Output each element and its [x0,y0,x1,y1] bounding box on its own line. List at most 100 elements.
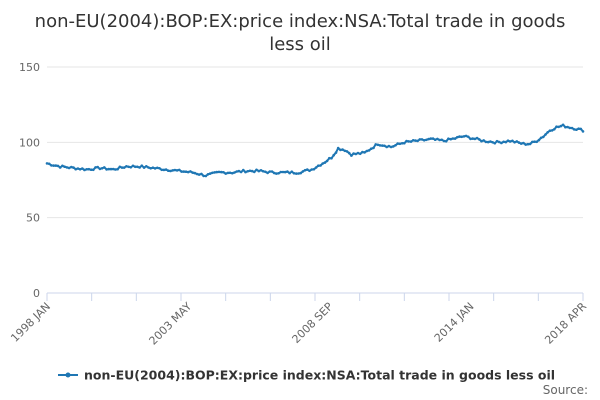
data-point-237 [568,126,572,130]
data-point-159 [396,142,400,145]
data-point-213 [515,140,519,143]
data-point-205 [497,140,501,144]
data-point-86 [235,170,238,173]
data-point-216 [522,141,525,145]
data-point-13 [74,167,77,171]
data-point-19 [87,167,91,171]
data-point-29 [109,167,113,171]
data-point-170 [420,138,424,141]
data-point-25 [100,167,104,170]
data-point-235 [564,125,567,129]
data-point-100 [266,171,269,175]
data-point-119 [308,169,311,173]
data-point-128 [328,156,331,160]
data-point-240 [575,128,578,131]
data-point-122 [314,166,318,169]
data-point-77 [215,170,219,174]
data-point-105 [277,172,280,175]
data-point-227 [546,131,549,134]
data-point-59 [175,169,179,172]
data-point-20 [89,168,93,171]
data-point-65 [189,170,192,173]
data-point-135 [343,149,347,153]
data-point-26 [103,166,106,169]
data-point-233 [559,124,563,128]
data-point-168 [416,139,419,143]
data-point-224 [539,136,543,140]
data-point-9 [65,166,69,169]
data-point-39 [131,164,135,168]
data-point-137 [347,151,351,155]
data-point-198 [482,139,486,142]
data-point-178 [438,138,441,142]
data-point-194 [473,137,477,141]
data-point-68 [195,172,199,176]
data-point-107 [281,170,285,174]
data-point-44 [142,166,146,169]
data-point-109 [286,170,289,173]
data-point-124 [319,164,322,167]
data-point-130 [332,153,336,157]
data-point-243 [581,130,585,133]
data-point-202 [491,141,494,144]
data-point-97 [259,169,263,172]
data-point-231 [555,125,558,128]
data-point-98 [261,170,265,173]
data-point-22 [94,166,97,169]
data-point-239 [572,128,576,131]
data-point-67 [193,171,197,175]
data-point-199 [484,140,488,144]
data-point-81 [224,172,227,175]
data-point-101 [268,170,272,173]
data-point-31 [114,168,117,171]
data-point-214 [517,141,521,144]
data-point-15 [78,168,82,171]
data-point-56 [169,169,172,173]
data-point-226 [544,133,547,136]
data-point-188 [460,135,464,139]
data-point-17 [83,168,86,172]
data-point-6 [58,166,62,169]
data-point-192 [469,137,472,141]
data-point-62 [182,170,186,173]
data-point-203 [493,141,497,145]
data-point-46 [147,166,150,169]
data-point-88 [239,170,243,174]
data-point-37 [127,165,130,169]
data-point-156 [389,145,393,149]
data-point-163 [405,139,408,143]
data-point-200 [486,140,490,144]
data-point-172 [425,138,428,142]
data-point-24 [98,167,102,171]
data-point-212 [513,141,516,144]
data-point-187 [458,135,461,138]
plot-area [45,123,585,178]
data-point-176 [433,138,437,141]
data-point-10 [67,166,71,170]
data-point-27 [105,168,108,171]
data-point-184 [451,137,455,140]
data-point-47 [149,167,152,170]
data-point-133 [339,148,342,152]
x-axis: 1998 JAN 2003 MAY 2008 SEP 2014 JAN 2018 APR [8,292,589,348]
data-point-117 [303,168,307,172]
data-point-208 [504,140,508,144]
data-point-99 [264,170,267,174]
data-point-136 [345,150,349,153]
data-point-195 [475,136,479,140]
data-point-0 [45,162,49,165]
data-point-145 [365,149,369,153]
data-point-60 [178,168,181,172]
legend[interactable]: non-EU(2004):BOP:EX:price index:NSA:Tota… [58,368,555,383]
data-point-242 [579,127,583,131]
data-point-210 [508,140,512,143]
data-point-69 [197,173,201,176]
data-point-76 [213,171,216,174]
x-tick-label-1: 2003 MAY [147,300,195,348]
data-point-71 [202,174,205,178]
data-point-36 [125,165,128,168]
data-point-41 [136,165,139,169]
data-point-157 [392,145,395,148]
data-point-127 [325,159,329,163]
data-point-7 [61,164,64,168]
